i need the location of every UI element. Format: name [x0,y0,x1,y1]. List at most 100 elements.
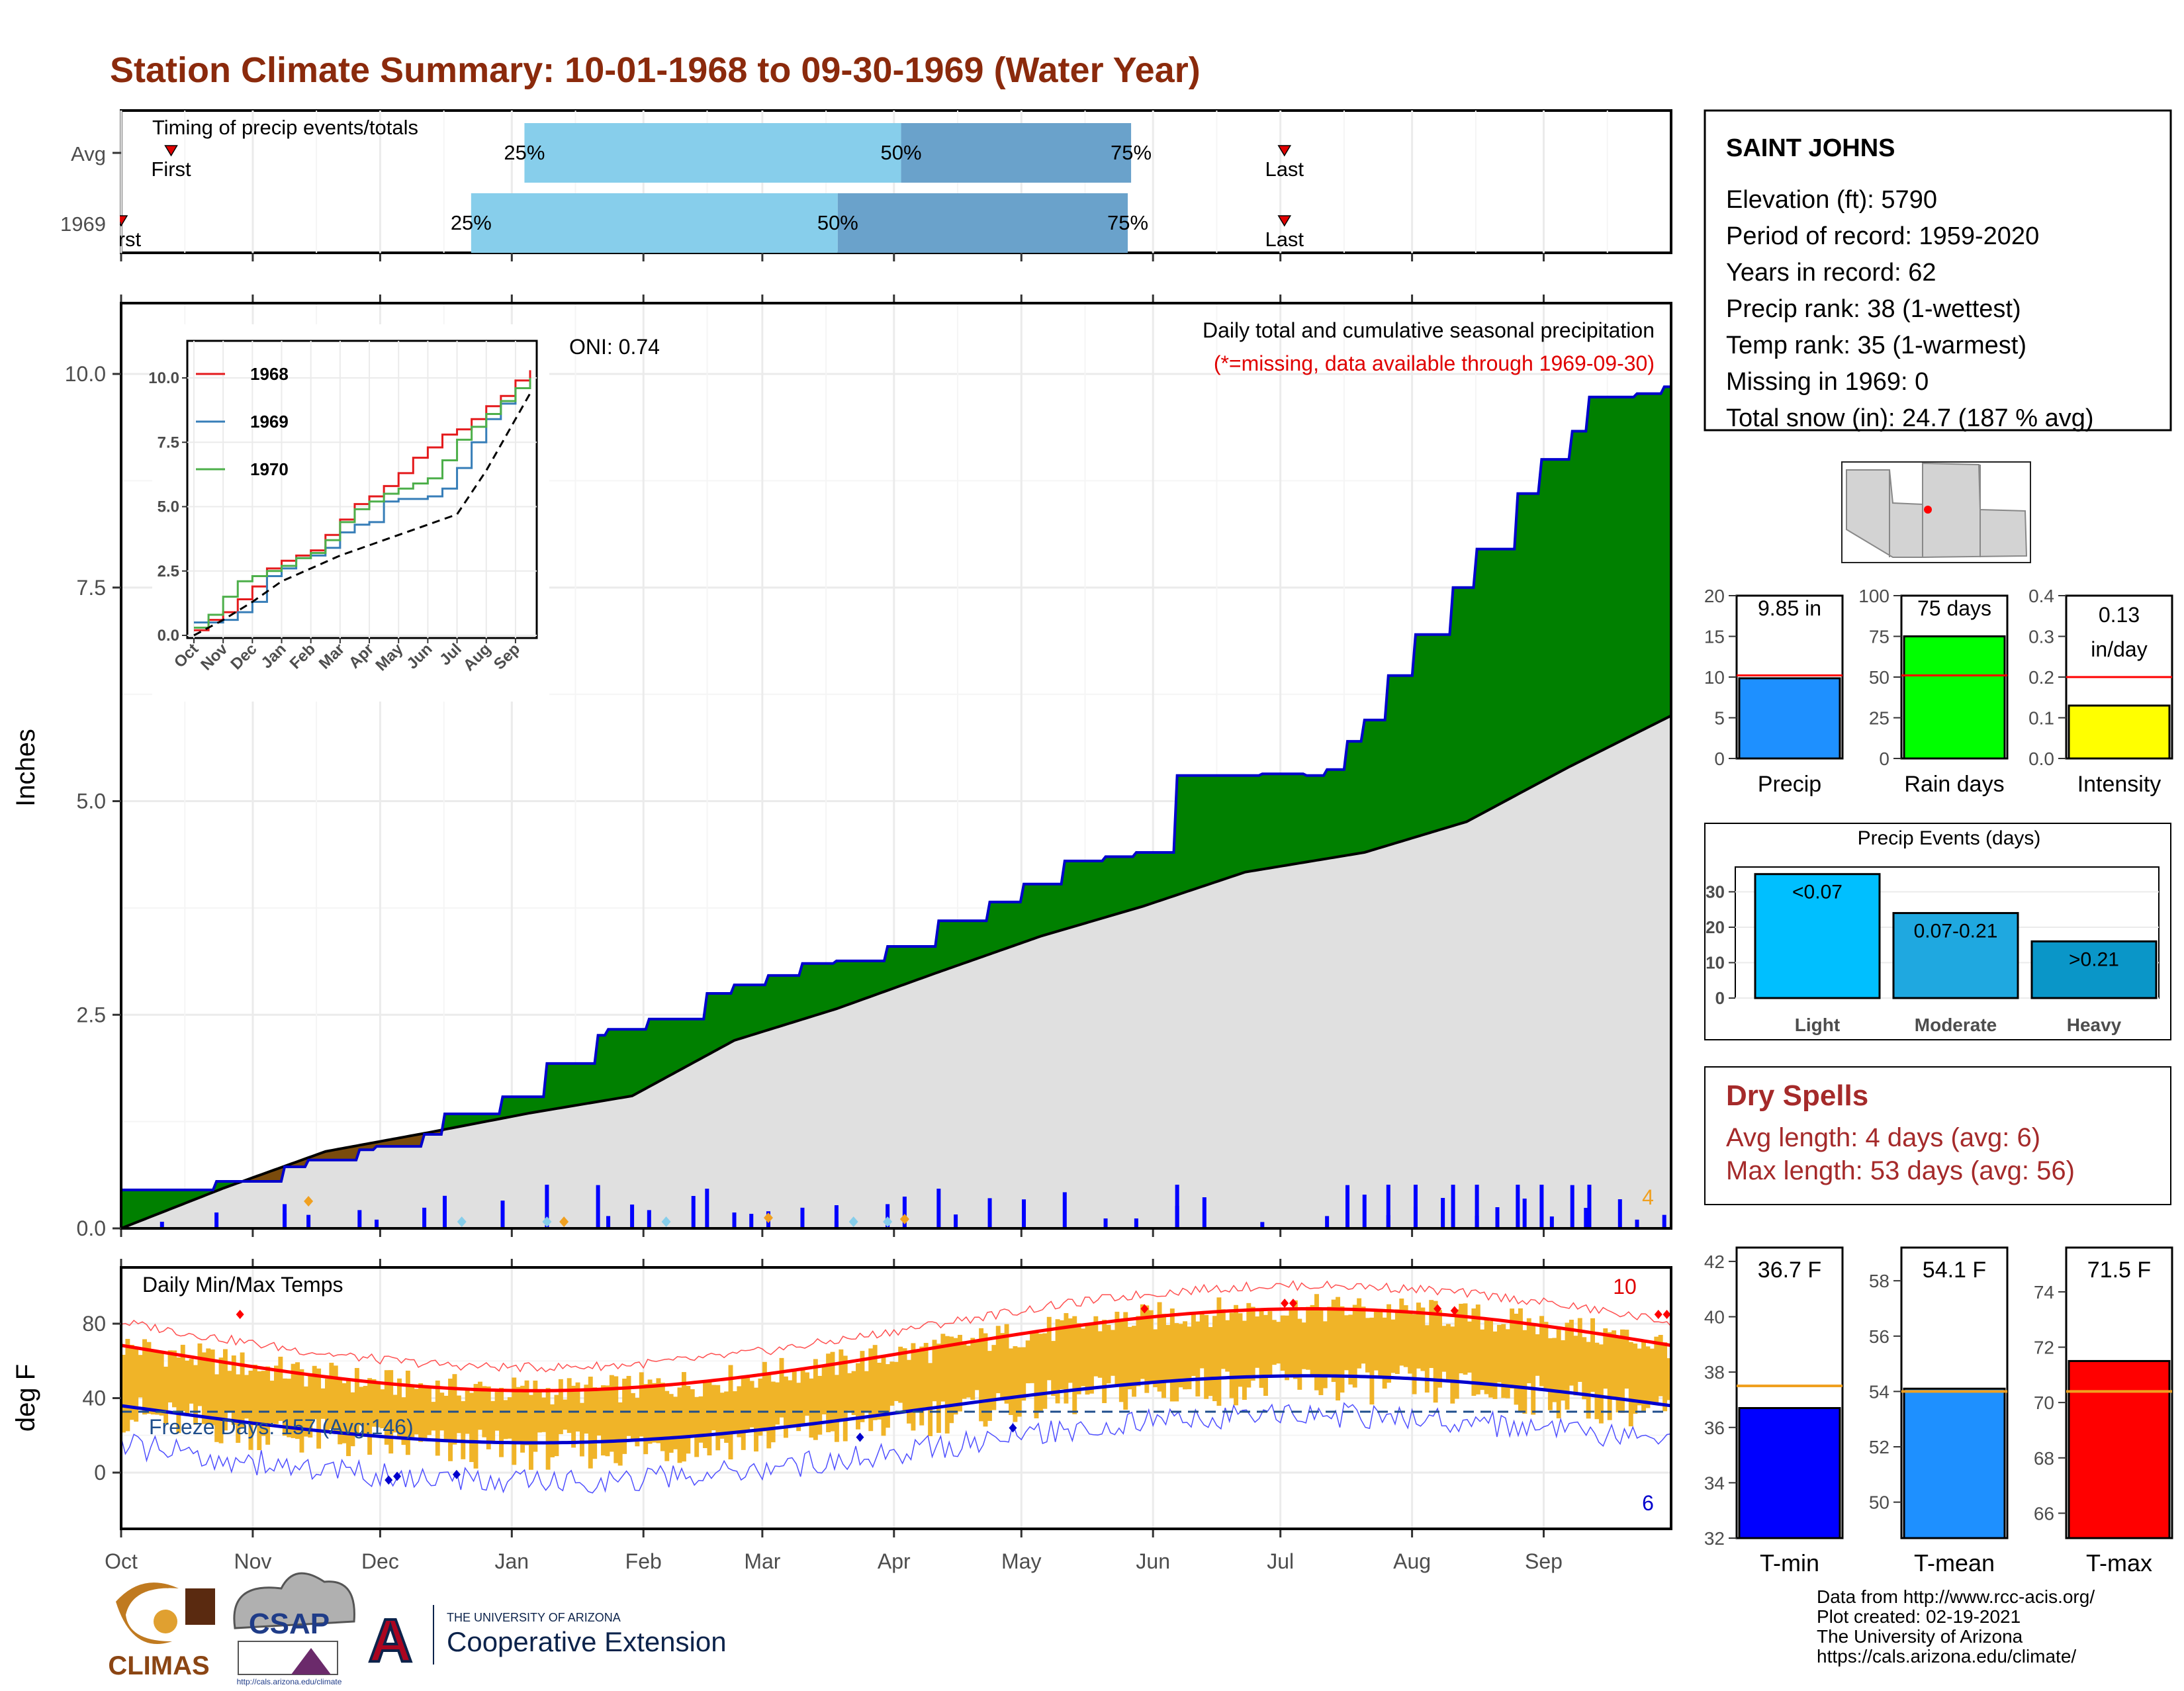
daily-temp-bar [902,1348,907,1411]
temp-card-value: 54.1 F [1923,1257,1986,1283]
daily-temp-bar [847,1373,852,1411]
daily-temp-bar [142,1339,147,1415]
daily-temp-bar [1573,1336,1578,1396]
csap-url: http://cals.arizona.edu/climate [237,1677,342,1686]
climas-wordmark: CLIMAS [108,1651,209,1680]
record-high-marker [1662,1309,1671,1319]
daily-temp-bar [1060,1320,1064,1390]
daily-temp-bar [146,1342,152,1414]
daily-temp-bar [545,1388,551,1470]
daily-temp-bar [240,1352,245,1428]
daily-temp-bar [601,1385,606,1456]
climas-logo: CLIMAS [108,1582,215,1680]
daily-temp-bar [252,1365,257,1426]
daily-temp-bar [1076,1323,1081,1394]
daily-temp-bar [1336,1297,1341,1401]
daily-temp-bar [1463,1303,1468,1375]
daily-temp-bar [1102,1320,1107,1404]
daily-precip-bar [1451,1185,1455,1228]
daily-temp-bar [405,1370,410,1455]
temp-summary-cards: 32 34 36 38 40 42 36.7 F T-min 50 52 54 56 58 54.1 F T… [1704,1246,2173,1577]
record-high-marker [1450,1306,1459,1316]
daily-temp-bar [278,1356,283,1421]
temp-card-bar-t-max [2068,1359,2171,1539]
daily-temp-bar [524,1380,529,1445]
daily-temp-bar [842,1355,848,1441]
tmax-record-line [120,1280,1672,1373]
daily-precip-bar [630,1205,635,1228]
daily-temp-bar [1064,1313,1069,1404]
daily-temp-bar [958,1334,962,1412]
daily-temp-bar [1136,1316,1141,1387]
daily-temp-bar [1034,1330,1039,1419]
daily-temp-bar [1106,1324,1111,1384]
daily-temp-bar [893,1361,899,1401]
daily-precip-bar [1386,1215,1390,1228]
daily-temp-bar [919,1346,925,1426]
daily-temp-bar [1178,1324,1183,1388]
daily-temp-bar [1480,1329,1485,1391]
card-y-label: 0 [1879,749,1889,769]
daily-temp-bar [1539,1316,1545,1387]
daily-temp-bar [1394,1309,1400,1375]
daily-temp-bar [528,1394,533,1470]
daily-temp-bar [817,1375,823,1435]
cumulative-precip-line [121,385,1671,1191]
footer-line: Data from http://www.rcc-acis.org/ [1817,1586,2095,1607]
daily-temp-bar [1586,1342,1591,1419]
daily-temp-bar [1220,1309,1226,1369]
daily-temp-bar [1526,1318,1531,1383]
month-label: May [1001,1549,1041,1573]
daily-precip-bar [1260,1222,1265,1228]
daily-temp-bar [1085,1324,1090,1395]
timing-bar-late [901,123,1132,183]
daily-temp-bar [1467,1321,1472,1373]
daily-precip-bar [1635,1219,1639,1228]
daily-precip-bar [1516,1185,1520,1228]
daily-temp-bar [1624,1330,1629,1389]
daily-temp-bar [499,1387,504,1457]
daily-temp-bar [1161,1314,1166,1398]
events-bar-label: <0.07 [1792,882,1843,903]
daily-temp-bar [1412,1314,1417,1394]
card-category: Precip [1758,772,1821,797]
daily-precip-bar [357,1210,362,1228]
daily-temp-bar [805,1372,809,1416]
daily-temp-bar [1271,1320,1277,1365]
record-high-marker [1654,1309,1662,1319]
record-high-marker [236,1309,244,1319]
events-bar-heavy [2030,940,2158,999]
daily-temp-bar [1280,1315,1285,1371]
daily-temp-bar [287,1379,292,1438]
daily-temp-bar [1306,1306,1311,1370]
daily-precip-bar [375,1219,379,1228]
page-title: Station Climate Summary: 10-01-1968 to 0… [110,50,1201,90]
daily-temp-bar [1246,1303,1251,1388]
daily-temp-bar [375,1382,381,1428]
percentile-label: 50% [817,211,858,234]
daily-temp-bar [1174,1323,1179,1402]
daily-temp-bar [1399,1299,1404,1366]
daily-temp-bar [1662,1342,1668,1412]
daily-temp-bar [703,1380,707,1449]
daily-precip-bar [1103,1218,1108,1228]
record-low-marker [393,1471,402,1481]
daily-temp-bar [1021,1347,1026,1401]
deficit-area [121,715,1671,1228]
footer-line: The University of Arizona [1817,1626,2023,1647]
card-bar-rain-days [1903,635,2006,760]
daily-temp-bar [1420,1307,1426,1371]
daily-temp-bar [1195,1321,1201,1396]
daily-temp-bar [448,1379,453,1461]
daily-temp-bar [690,1389,695,1437]
daily-temp-bar [609,1375,614,1452]
footer-line: Plot created: 02-19-2021 [1817,1606,2021,1627]
daily-temp-bar [1594,1342,1600,1420]
daily-temp-bar [940,1334,946,1402]
daily-temp-bar [541,1397,547,1432]
dry-spells-title: Dry Spells [1726,1079,1868,1112]
location-map [1841,461,2031,563]
daily-temp-bar [584,1385,589,1434]
events-category: Heavy [2067,1015,2122,1035]
